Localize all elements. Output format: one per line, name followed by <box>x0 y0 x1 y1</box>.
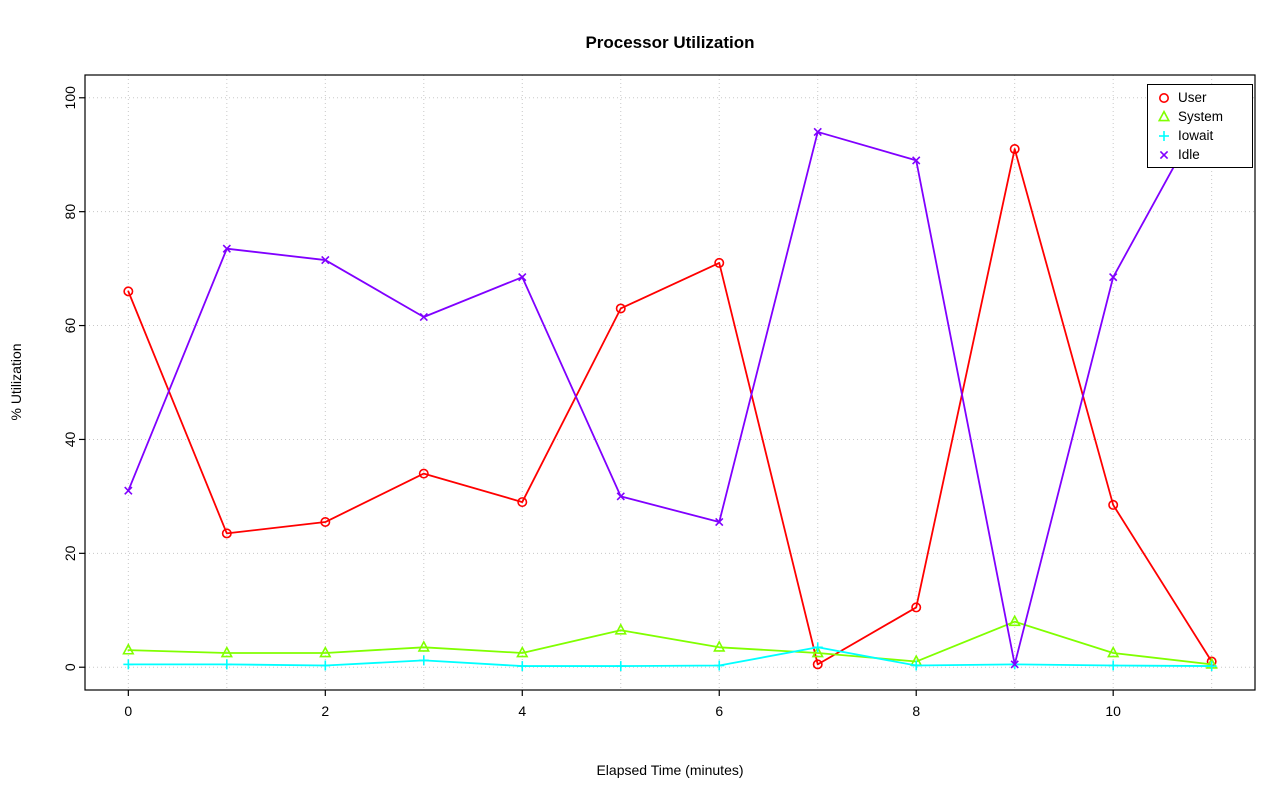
svg-text:2: 2 <box>321 703 329 719</box>
x-icon <box>1159 150 1169 159</box>
legend-item: System <box>1154 107 1246 126</box>
svg-text:4: 4 <box>518 703 526 719</box>
svg-text:40: 40 <box>62 431 78 447</box>
chart-title: Processor Utilization <box>585 33 755 52</box>
svg-text:6: 6 <box>715 703 723 719</box>
legend-item-label: Idle <box>1178 147 1200 162</box>
svg-text:10: 10 <box>1105 703 1121 719</box>
svg-text:0: 0 <box>62 663 78 671</box>
legend-item-label: System <box>1178 109 1224 124</box>
legend: User System Iowait Idle <box>1147 84 1253 168</box>
svg-text:60: 60 <box>62 318 78 334</box>
x-axis-label: Elapsed Time (minutes) <box>596 762 744 778</box>
legend-item: Idle <box>1154 145 1246 164</box>
svg-text:8: 8 <box>912 703 920 719</box>
svg-text:0: 0 <box>124 703 132 719</box>
svg-text:20: 20 <box>62 545 78 561</box>
circle-icon <box>1159 92 1169 103</box>
legend-item: Iowait <box>1154 126 1246 145</box>
legend-item-label: Iowait <box>1178 128 1214 143</box>
y-axis-label: % Utilization <box>8 343 24 421</box>
legend-item: User <box>1154 88 1246 107</box>
legend-item-label: User <box>1178 90 1207 105</box>
plus-icon <box>1159 130 1169 141</box>
svg-text:80: 80 <box>62 204 78 220</box>
triangle-up-icon <box>1157 109 1171 121</box>
svg-text:100: 100 <box>62 86 78 110</box>
